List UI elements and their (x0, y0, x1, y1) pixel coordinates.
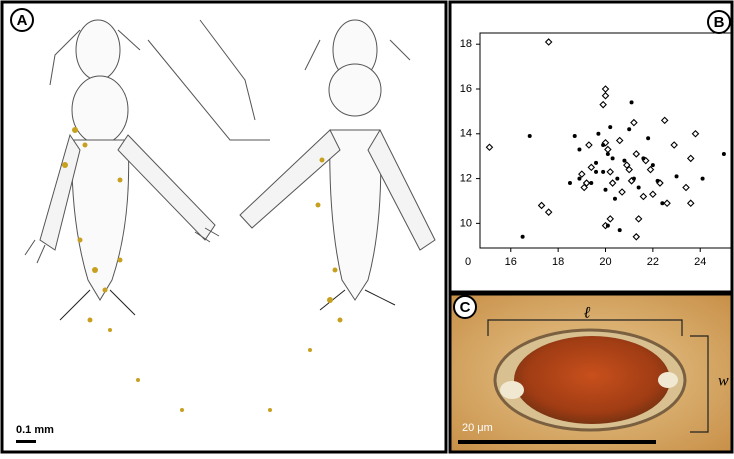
pore (658, 372, 678, 388)
point (577, 177, 581, 181)
point (568, 181, 572, 185)
y-tick-label: 18 (460, 38, 472, 50)
y-tick-label: 16 (460, 83, 472, 95)
scale-label: 0.1 mm (16, 424, 54, 436)
origin-label: 0 (465, 256, 471, 268)
scale-label: 20 μm (462, 422, 493, 434)
scale-bar (16, 440, 36, 443)
point (521, 235, 525, 239)
point (641, 156, 645, 160)
point (630, 100, 634, 104)
y-tick-label: 14 (460, 128, 472, 140)
width-label: w (718, 373, 729, 390)
page: A 0.1 mm 16 18 20 22 24 10 12 14 16 18 B ℓ w 20 μ… (0, 0, 734, 454)
point (601, 143, 605, 147)
point (651, 163, 655, 167)
point (637, 186, 641, 190)
x-tick-label: 20 (599, 256, 611, 268)
length-label: ℓ (584, 305, 591, 322)
point (632, 177, 636, 181)
point (613, 197, 617, 201)
x-tick-label: 16 (505, 256, 517, 268)
panel-label: B (714, 14, 725, 31)
point (675, 174, 679, 178)
point (646, 136, 650, 140)
panel-label: C (460, 299, 471, 316)
point (573, 134, 577, 138)
figure: A 0.1 mm 16 18 20 22 24 10 12 14 16 18 B ℓ w 20 μ… (0, 0, 734, 454)
x-tick-label: 24 (694, 256, 706, 268)
point (606, 224, 610, 228)
panel-label: A (17, 12, 28, 29)
point (615, 177, 619, 181)
point (722, 152, 726, 156)
y-tick-label: 10 (460, 217, 472, 229)
point (594, 161, 598, 165)
point (627, 127, 631, 131)
point (594, 170, 598, 174)
pollen-grain (514, 336, 670, 424)
point (589, 181, 593, 185)
point (618, 228, 622, 232)
point (528, 134, 532, 138)
point (596, 132, 600, 136)
point (701, 177, 705, 181)
point (656, 179, 660, 183)
scale-bar (458, 440, 656, 444)
point (608, 125, 612, 129)
point (577, 147, 581, 151)
panel-a (2, 2, 446, 452)
point (601, 170, 605, 174)
y-tick-label: 12 (460, 172, 472, 184)
x-tick-label: 18 (552, 256, 564, 268)
point (660, 201, 664, 205)
point (611, 156, 615, 160)
point (622, 159, 626, 163)
point (604, 188, 608, 192)
point (606, 152, 610, 156)
pore (500, 381, 524, 399)
x-tick-label: 22 (647, 256, 659, 268)
